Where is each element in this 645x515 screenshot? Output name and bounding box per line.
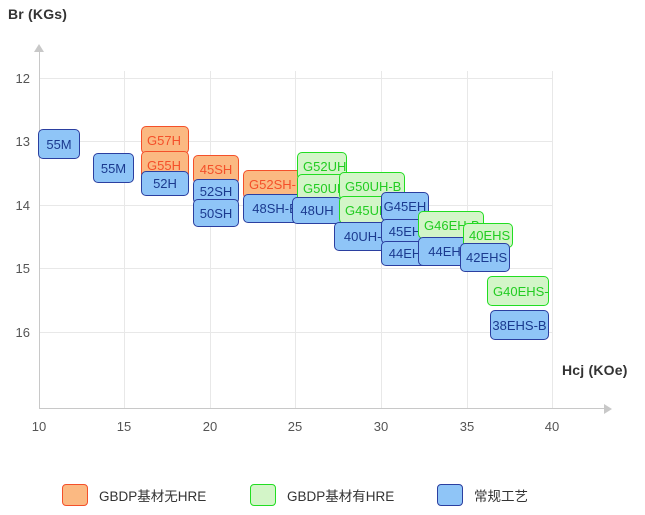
data-point-box[interactable]: 42EHS [460,243,510,272]
x-axis-line [39,408,605,409]
y-tick-label: 12 [15,71,30,86]
data-point-box[interactable]: 38EHS-B [490,310,549,340]
legend-swatch-icon [250,484,276,506]
x-tick-label: 10 [31,419,47,434]
data-point-box[interactable]: 52H [141,171,189,196]
y-tick-label: 14 [15,198,30,213]
y-axis-title: Br (KGs) [8,6,68,22]
legend-item[interactable]: GBDP基材有HRE [250,482,394,508]
data-point-box[interactable]: G40EHS-B [487,276,549,306]
gridline-horizontal [39,141,552,142]
data-point-box[interactable]: G50UH-B [339,172,405,200]
data-point-box[interactable]: G57H [141,126,189,154]
chart-legend: GBDP基材无HRE GBDP基材有HRE 常规工艺 [0,478,645,514]
x-axis-arrow-icon [604,404,612,414]
x-tick-label: 30 [373,419,389,434]
x-tick-label: 20 [202,419,218,434]
legend-swatch-icon [437,484,463,506]
x-tick-label: 15 [116,419,132,434]
x-tick-label: 40 [544,419,560,434]
data-point-box[interactable]: 55M [38,129,80,159]
gridline-horizontal [39,332,552,333]
y-tick-label: 13 [15,134,30,149]
gridline-vertical [210,71,211,409]
legend-item[interactable]: 常规工艺 [437,482,528,508]
y-tick-label: 15 [15,261,30,276]
y-axis-line [39,50,40,409]
gridline-vertical [552,71,553,409]
data-point-box[interactable]: 55M [93,153,134,183]
y-axis-arrow-icon [34,44,44,52]
legend-item[interactable]: GBDP基材无HRE [62,482,206,508]
x-axis-title: Hcj (KOe) [562,362,628,378]
data-point-box[interactable]: 48UH [292,197,342,224]
data-point-box[interactable]: 50SH [193,199,239,227]
gridline-vertical [295,71,296,409]
x-tick-label: 25 [287,419,303,434]
x-tick-label: 35 [459,419,475,434]
y-tick-label: 16 [15,325,30,340]
legend-label: 常规工艺 [474,489,528,504]
legend-label: GBDP基材无HRE [99,489,207,504]
gridline-vertical [124,71,125,409]
legend-label: GBDP基材有HRE [287,489,395,504]
gridline-horizontal [39,268,552,269]
legend-swatch-icon [62,484,88,506]
gridline-horizontal [39,78,552,79]
